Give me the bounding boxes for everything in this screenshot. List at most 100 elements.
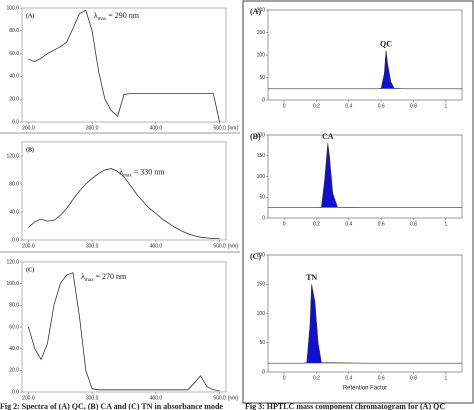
trace: [268, 50, 462, 90]
peak-area: [268, 143, 462, 208]
panel-label: (B): [26, 146, 34, 153]
y-tick-label: 80.0: [9, 303, 19, 309]
x-tick-label: 400.0: [150, 243, 163, 249]
trace: [268, 143, 462, 208]
x-tick-label: 1: [444, 221, 447, 227]
x-tick-label: 0.2: [313, 221, 320, 227]
annotation-symbol: λ: [81, 272, 85, 281]
peak-label: QC: [380, 39, 392, 48]
spectrum-line: [28, 9, 220, 123]
y-tick-label: 60.0: [9, 324, 19, 330]
x-tick-label: 200.0: [22, 125, 35, 131]
annotation-symbol: λ: [119, 167, 123, 176]
x-tick-label: 0.6: [378, 375, 385, 381]
x-tick-label: 0.6: [378, 221, 385, 227]
annotation-subscript: max: [98, 17, 107, 22]
panel-label: (A): [250, 7, 261, 16]
y-tick-label: 40.0: [9, 74, 19, 80]
x-unit: [nm]: [228, 125, 238, 131]
x-unit: [nm]: [228, 243, 238, 249]
y-tick-label: 200: [257, 252, 266, 258]
panel-label: (C): [26, 266, 34, 273]
x-tick-label: 1: [444, 375, 447, 381]
plot-frame: [21, 261, 227, 393]
y-tick-label: 0.0: [12, 119, 19, 125]
x-tick-label: 0.8: [410, 221, 417, 227]
caption: Fig 3: HPTLC mass component chromatogram…: [245, 402, 445, 410]
peak-area: [268, 284, 462, 364]
y-tick-label: 50: [259, 195, 265, 201]
y-tick-label: 100.0: [6, 5, 19, 11]
x-tick-label: 0: [283, 221, 286, 227]
peak-area: [268, 50, 462, 89]
plot-frame: [21, 7, 227, 123]
y-tick-label: 150: [257, 30, 266, 36]
y-tick-label: 40.0: [9, 209, 19, 215]
y-tick-label: 0.0: [12, 237, 19, 243]
annotation-subscript: max: [123, 173, 132, 178]
x-tick-label: 400.0: [150, 395, 163, 401]
x-tick-label: 0.4: [345, 375, 352, 381]
x-tick-label: 0.2: [313, 375, 320, 381]
y-tick-label: 80.0: [9, 28, 19, 34]
y-tick-label: 100: [257, 52, 266, 58]
annotation-symbol: λ: [94, 11, 98, 20]
x-unit: [nm]: [228, 395, 238, 401]
x-tick-label: 400.0: [150, 125, 163, 131]
annotation-text: = 290 nm: [106, 11, 140, 20]
y-tick-label: 100: [257, 311, 266, 317]
plot-frame: [267, 9, 463, 101]
trace: [268, 284, 462, 364]
x-axis-title: Retention Factor: [343, 386, 387, 392]
y-tick-label: 200: [257, 132, 266, 138]
x-tick-label: 200.0: [22, 243, 35, 249]
y-tick-label: 150: [257, 282, 266, 288]
x-tick-label: 0.6: [378, 103, 385, 109]
y-tick-label: 50: [259, 340, 265, 346]
y-tick-label: 20.0: [9, 368, 19, 374]
right-frame: [242, 0, 474, 404]
peak-label: TN: [306, 273, 317, 282]
y-tick-label: 100: [257, 174, 266, 180]
annotation-text: = 330 nm: [132, 167, 166, 176]
y-tick-label: 200: [257, 7, 266, 13]
plot-frame: [267, 254, 463, 373]
y-tick-label: 80.0: [9, 181, 19, 187]
x-tick-label: 300.0: [86, 125, 99, 131]
x-tick-label: 500.0: [213, 125, 226, 131]
caption: Fig 2: Spectra of (A) QC, (B) CA and (C)…: [0, 402, 223, 410]
x-tick-label: 0: [283, 375, 286, 381]
annotation-text: = 270 nm: [94, 272, 128, 281]
y-tick-label: 0.0: [12, 389, 19, 395]
y-tick-label: 100.0: [6, 281, 19, 287]
x-tick-label: 300.0: [86, 395, 99, 401]
y-tick-label: 20.0: [9, 97, 19, 103]
panel-label: (C): [250, 252, 261, 261]
x-tick-label: 0.4: [345, 103, 352, 109]
y-tick-label: 40.0: [9, 346, 19, 352]
x-tick-label: 0.8: [410, 375, 417, 381]
panel-label: (B): [250, 132, 261, 141]
x-tick-label: 0.4: [345, 221, 352, 227]
x-tick-label: 300.0: [86, 243, 99, 249]
x-tick-label: 500.0: [213, 243, 226, 249]
y-tick-label: 150: [257, 153, 266, 159]
y-tick-label: 120.0: [6, 153, 19, 159]
y-tick-label: 0: [262, 215, 265, 221]
y-tick-label: 0: [262, 369, 265, 375]
x-tick-label: 0.2: [313, 103, 320, 109]
spectrum-line: [28, 272, 220, 392]
spectrum-line: [28, 168, 220, 239]
y-tick-label: 0: [262, 97, 265, 103]
annotation: λmax = 270 nm: [81, 272, 127, 283]
y-tick-label: 50: [259, 75, 265, 81]
y-tick-label: 60.0: [9, 51, 19, 57]
x-tick-label: 1: [444, 103, 447, 109]
annotation-subscript: max: [85, 277, 94, 282]
annotation: λmax = 290 nm: [94, 11, 140, 22]
plot-frame: [21, 141, 227, 241]
x-tick-label: 200.0: [22, 395, 35, 401]
annotation: λmax = 330 nm: [119, 167, 165, 178]
x-tick-label: 500.0: [213, 395, 226, 401]
